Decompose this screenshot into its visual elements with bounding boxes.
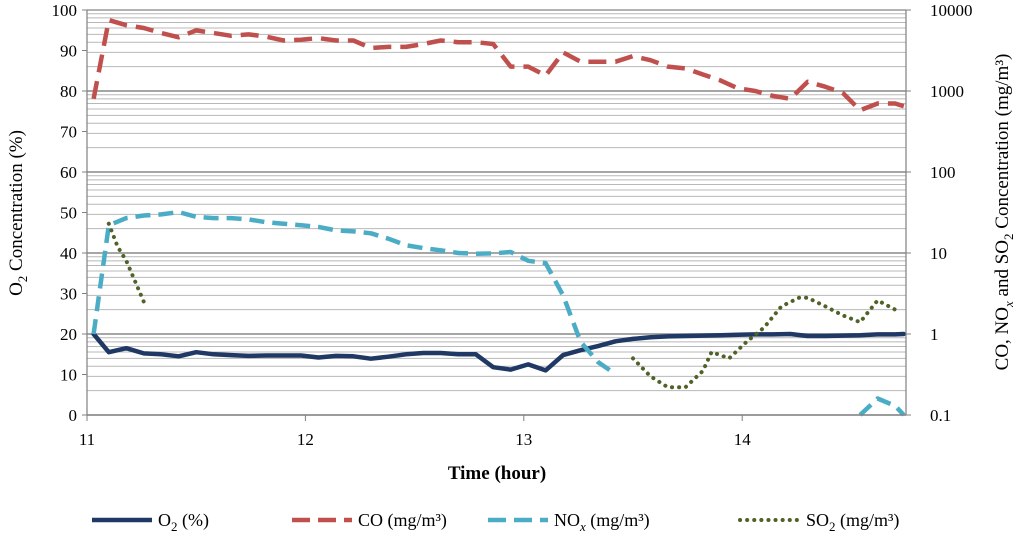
y-right-tick-label: 10 bbox=[930, 244, 947, 263]
series-line-so2 bbox=[106, 221, 146, 304]
tick-labels: 0 10 20 30 40 50 60 70 80 90 100 0.1 1 10 100 1000 10000… bbox=[52, 1, 973, 449]
legend-label-o2: O2 (%) bbox=[158, 510, 209, 534]
y-right-tick-label: 0.1 bbox=[930, 406, 951, 425]
y-axis-left-title: O2 Concentration (%) bbox=[6, 130, 30, 296]
y-left-tick-label: 100 bbox=[52, 1, 78, 20]
series-layer bbox=[91, 17, 907, 417]
y-left-tick-label: 40 bbox=[60, 244, 77, 263]
series-o2 bbox=[91, 331, 907, 373]
x-tick-label: 14 bbox=[734, 430, 752, 449]
series-line-o2 bbox=[91, 331, 907, 373]
series-line-co bbox=[91, 17, 905, 113]
legend-item-so2: SO2 (mg/m³) bbox=[738, 510, 899, 534]
series-nox bbox=[91, 209, 906, 417]
series-line-nox bbox=[858, 396, 906, 417]
y-left-tick-label: 70 bbox=[60, 123, 77, 142]
x-tick-label: 12 bbox=[297, 430, 314, 449]
series-so2 bbox=[106, 221, 898, 390]
grid-lines bbox=[87, 9, 906, 416]
x-tick-label: 13 bbox=[515, 430, 532, 449]
y-right-tick-label: 10000 bbox=[930, 1, 973, 20]
y-left-tick-label: 50 bbox=[60, 204, 77, 223]
y-left-tick-label: 0 bbox=[69, 406, 78, 425]
legend-item-o2: O2 (%) bbox=[92, 510, 209, 534]
y-left-tick-label: 20 bbox=[60, 325, 77, 344]
series-line-nox bbox=[91, 209, 617, 376]
y-axis-right-title: CO, NOx and SO2 Concentration (mg/m³) bbox=[992, 54, 1016, 371]
x-tick-label: 11 bbox=[79, 430, 95, 449]
legend: O2 (%) CO (mg/m³) NOx (mg/m³) SO2 (mg/m³) bbox=[92, 510, 899, 534]
y-left-tick-label: 10 bbox=[60, 366, 77, 385]
x-axis-title: Time (hour) bbox=[448, 463, 546, 484]
y-left-tick-label: 30 bbox=[60, 285, 77, 304]
legend-label-so2: SO2 (mg/m³) bbox=[806, 510, 899, 534]
legend-label-nox: NOx (mg/m³) bbox=[554, 510, 650, 534]
legend-item-co: CO (mg/m³) bbox=[292, 510, 447, 531]
series-co bbox=[91, 17, 905, 113]
y-right-tick-label: 1000 bbox=[930, 82, 964, 101]
y-right-tick-label: 100 bbox=[930, 163, 956, 182]
series-line-so2 bbox=[631, 295, 898, 390]
y-left-tick-label: 80 bbox=[60, 82, 77, 101]
legend-item-nox: NOx (mg/m³) bbox=[488, 510, 650, 534]
axes bbox=[82, 9, 911, 421]
y-right-tick-label: 1 bbox=[930, 325, 939, 344]
y-left-tick-label: 60 bbox=[60, 163, 77, 182]
legend-label-co: CO (mg/m³) bbox=[358, 510, 447, 531]
y-left-tick-label: 90 bbox=[60, 42, 77, 61]
